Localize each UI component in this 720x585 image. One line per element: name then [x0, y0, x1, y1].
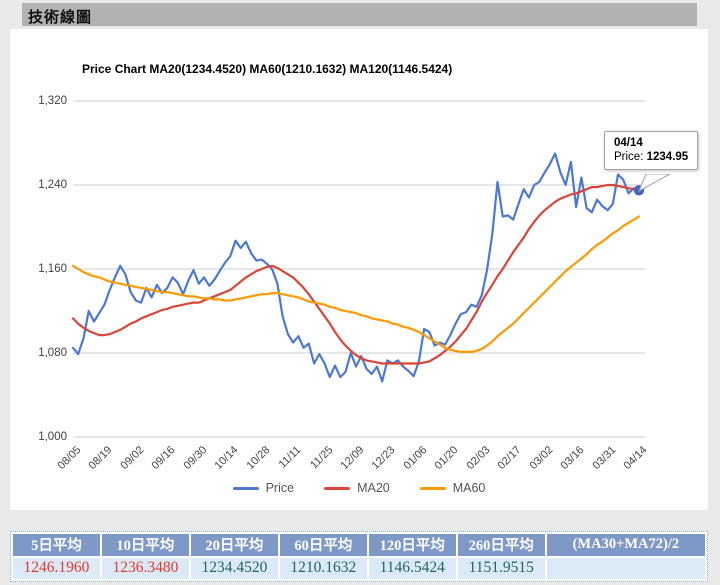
table-header-cell: 10日平均	[101, 534, 189, 556]
ma20-line[interactable]	[71, 183, 641, 365]
table-header-cell: 260日平均	[457, 534, 545, 556]
legend-swatch-price	[232, 486, 259, 490]
table-value-cell	[546, 557, 705, 579]
tooltip-price-row: Price: 1234.95	[614, 151, 688, 163]
table-header-cell: (MA30+MA72)/2	[546, 534, 705, 556]
tooltip-date: 04/14	[614, 137, 643, 149]
table-value-cell: 1146.5424	[368, 557, 456, 579]
page-header-bar: 技術線圖	[22, 3, 697, 26]
table-header-cell: 120日平均	[368, 534, 456, 556]
ma60-line[interactable]	[71, 215, 641, 353]
legend-swatch-ma20	[324, 486, 351, 490]
legend-item-ma60: MA60	[419, 481, 486, 495]
moving-average-summary-table: 5日平均 10日平均 20日平均 60日平均 120日平均 260日平均 (MA30+MA7…	[10, 531, 708, 582]
table-header-cell: 20日平均	[190, 534, 278, 556]
tooltip-label: Price:	[614, 151, 644, 163]
table-value-cell: 1236.3480	[101, 557, 189, 579]
legend-swatch-ma60	[419, 486, 446, 490]
legend-item-ma20: MA20	[324, 481, 390, 495]
chart-title: Price Chart MA20(1234.4520) MA60(1210.16…	[82, 62, 453, 76]
y-tick-label: 1,160	[38, 263, 67, 275]
legend-label: Price	[265, 481, 295, 495]
table-value-cell: 1234.4520	[190, 557, 278, 579]
y-tick-label: 1,000	[38, 431, 67, 443]
tooltip-pointer	[637, 174, 671, 193]
legend-label: MA60	[452, 481, 486, 495]
y-tick-label: 1,080	[38, 347, 67, 359]
price-chart-plot[interactable]	[10, 29, 708, 510]
table-header-cell: 60日平均	[279, 534, 367, 556]
y-tick-label: 1,320	[38, 95, 67, 107]
legend-label: MA20	[357, 481, 390, 495]
chart-panel: Price Chart MA20(1234.4520) MA60(1210.16…	[10, 29, 708, 510]
y-tick-label: 1,240	[38, 179, 67, 191]
price-line[interactable]	[71, 152, 641, 383]
table-value-cell: 1210.1632	[279, 557, 367, 579]
page-title: 技術線圖	[28, 10, 93, 26]
legend-item-price: Price	[232, 481, 295, 495]
table-header-cell: 5日平均	[13, 534, 100, 556]
table-value-cell: 1246.1960	[13, 557, 100, 579]
tooltip: 04/14 Price: 1234.95	[604, 131, 699, 170]
table-value-cell: 1151.9515	[457, 557, 545, 579]
tooltip-value: 1234.95	[646, 151, 689, 163]
chart-legend: Price MA20 MA60	[10, 481, 708, 495]
table-value-row: 1246.1960 1236.3480 1234.4520 1210.1632 1146…	[13, 557, 705, 579]
table-header-row: 5日平均 10日平均 20日平均 60日平均 120日平均 260日平均 (MA30+MA7…	[13, 534, 705, 556]
